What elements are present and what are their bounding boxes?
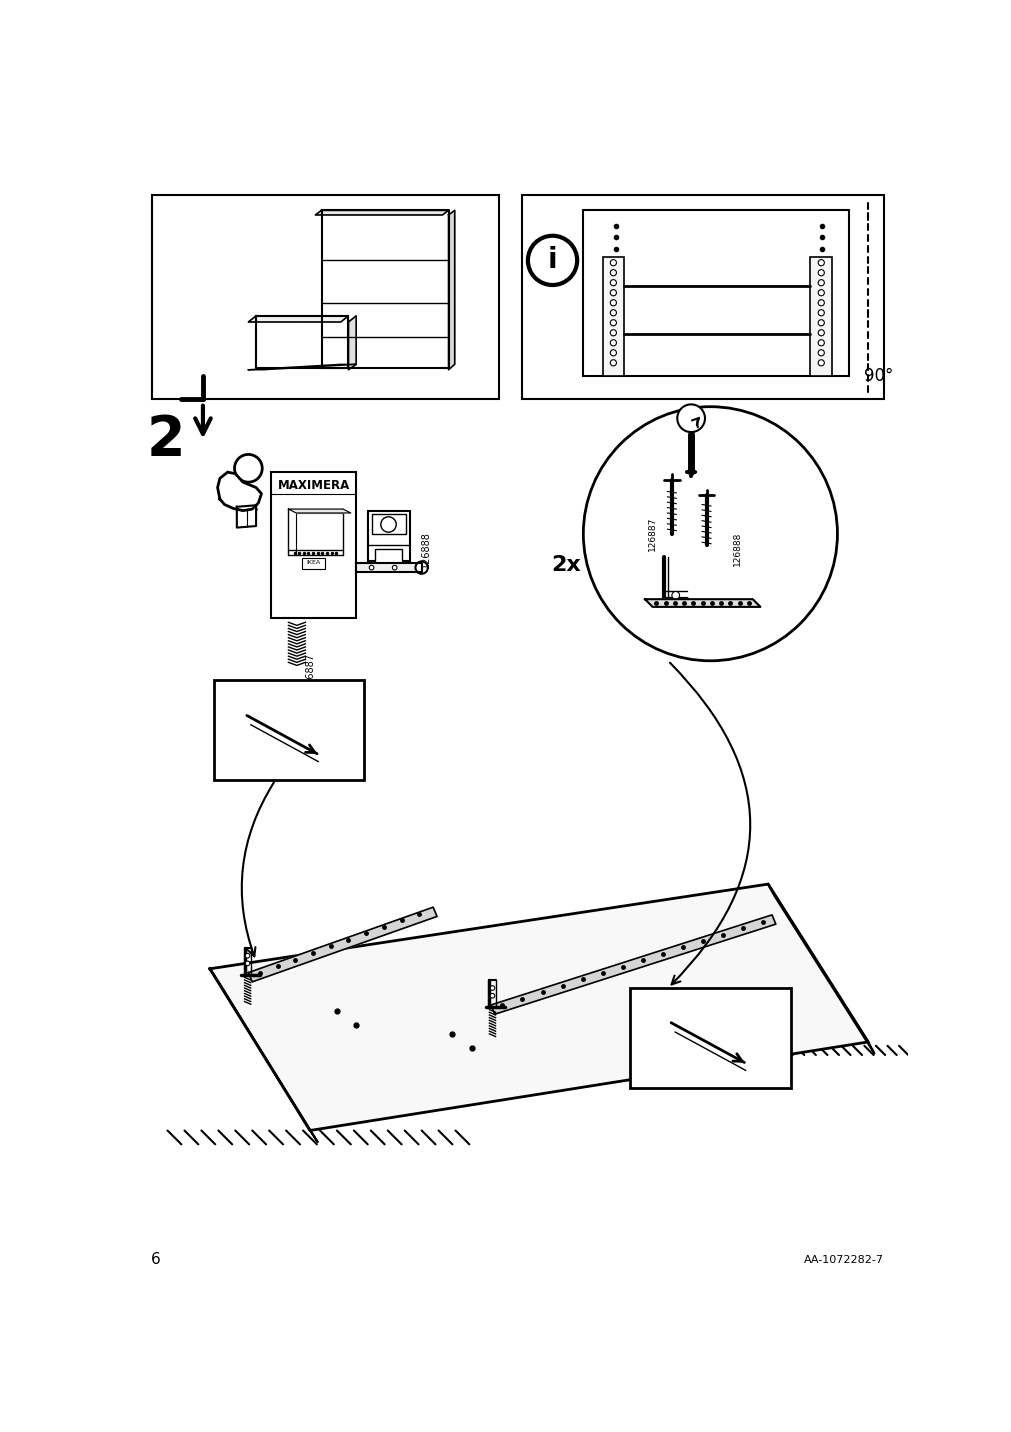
Circle shape xyxy=(610,319,616,326)
Circle shape xyxy=(489,994,494,998)
Circle shape xyxy=(610,259,616,266)
Text: 126887: 126887 xyxy=(647,517,656,551)
Text: i: i xyxy=(547,246,557,275)
Bar xyxy=(367,511,409,561)
Circle shape xyxy=(610,299,616,306)
Circle shape xyxy=(380,517,396,533)
Polygon shape xyxy=(490,915,775,1014)
Circle shape xyxy=(817,279,824,286)
Circle shape xyxy=(817,349,824,357)
Bar xyxy=(152,195,498,400)
Circle shape xyxy=(817,339,824,347)
Circle shape xyxy=(392,566,396,570)
Circle shape xyxy=(610,309,616,316)
Text: 126888: 126888 xyxy=(732,531,741,566)
Bar xyxy=(302,557,326,569)
Circle shape xyxy=(416,561,428,574)
Text: IKEA: IKEA xyxy=(306,560,320,566)
Circle shape xyxy=(610,289,616,296)
Polygon shape xyxy=(348,316,356,369)
Circle shape xyxy=(817,329,824,337)
Bar xyxy=(375,548,402,564)
Bar xyxy=(810,256,831,375)
Polygon shape xyxy=(288,510,351,513)
Circle shape xyxy=(817,359,824,367)
Bar xyxy=(371,514,405,534)
Circle shape xyxy=(610,269,616,276)
Polygon shape xyxy=(448,211,454,369)
Circle shape xyxy=(610,329,616,337)
Bar xyxy=(522,195,883,400)
Polygon shape xyxy=(356,563,422,573)
Text: 126887: 126887 xyxy=(304,653,314,689)
Polygon shape xyxy=(237,505,256,527)
Polygon shape xyxy=(321,211,448,368)
Polygon shape xyxy=(248,316,348,322)
Text: 126887: 126887 xyxy=(249,962,258,995)
Text: 2x: 2x xyxy=(551,554,580,574)
Bar xyxy=(213,680,364,780)
Circle shape xyxy=(817,269,824,276)
Text: AA-1072282-7: AA-1072282-7 xyxy=(803,1254,883,1264)
Text: 126888: 126888 xyxy=(493,995,502,1027)
Circle shape xyxy=(369,566,373,570)
Circle shape xyxy=(235,454,262,483)
Circle shape xyxy=(610,359,616,367)
Circle shape xyxy=(582,407,837,660)
Text: 2: 2 xyxy=(147,412,185,467)
Circle shape xyxy=(489,985,494,991)
Text: 90°: 90° xyxy=(863,367,893,385)
Polygon shape xyxy=(217,473,261,511)
Circle shape xyxy=(671,591,679,599)
Polygon shape xyxy=(315,211,448,215)
Polygon shape xyxy=(767,884,874,1054)
Bar xyxy=(602,256,624,375)
Circle shape xyxy=(610,339,616,347)
Circle shape xyxy=(817,309,824,316)
Bar xyxy=(629,988,791,1088)
Text: 126888: 126888 xyxy=(420,531,430,567)
Circle shape xyxy=(817,259,824,266)
Circle shape xyxy=(245,954,250,958)
Polygon shape xyxy=(256,316,348,368)
Text: MAXIMERA: MAXIMERA xyxy=(277,480,350,493)
Polygon shape xyxy=(209,884,867,1130)
Circle shape xyxy=(245,961,250,965)
Polygon shape xyxy=(209,969,317,1143)
Circle shape xyxy=(817,289,824,296)
Circle shape xyxy=(610,279,616,286)
Circle shape xyxy=(676,404,705,432)
Circle shape xyxy=(817,299,824,306)
Bar xyxy=(271,473,356,619)
Circle shape xyxy=(817,319,824,326)
Text: 6: 6 xyxy=(151,1253,161,1267)
Circle shape xyxy=(528,236,576,285)
Polygon shape xyxy=(248,908,437,982)
Polygon shape xyxy=(248,364,356,369)
Circle shape xyxy=(610,349,616,357)
Polygon shape xyxy=(644,599,759,607)
